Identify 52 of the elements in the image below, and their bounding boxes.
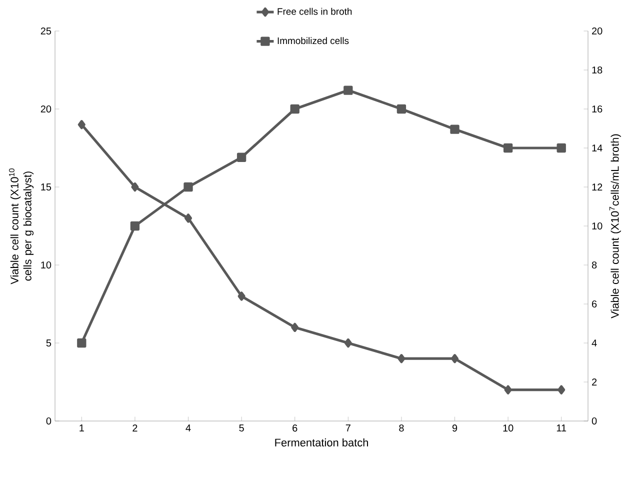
point: [290, 104, 300, 114]
point: [451, 354, 459, 364]
y-tick-label: 0: [46, 417, 52, 425]
y2-tick-label: 20: [592, 27, 602, 35]
x-tick-label: 6: [292, 424, 298, 432]
point: [77, 338, 86, 348]
y-tick-label: 5: [46, 340, 52, 346]
x-tick-label: 5: [239, 424, 244, 432]
point: [78, 120, 86, 130]
point: [556, 143, 566, 153]
y-axis-title: Viable cell count (X10$^{10}$ cells per g biocatalyst): [9, 168, 34, 284]
point: [344, 338, 352, 348]
point: [291, 322, 299, 332]
point: [504, 385, 512, 394]
point: [344, 86, 353, 95]
legend-label: Immobilized cells: [278, 37, 349, 44]
y2-tick-label: 12: [592, 184, 602, 190]
point: [238, 292, 246, 301]
x-axis-title: Fermentation batch: [275, 438, 368, 446]
y-tick-label: 15: [41, 184, 52, 190]
y2-tick-label: 16: [592, 105, 602, 113]
point: [398, 354, 406, 364]
point: [558, 385, 566, 394]
y2-axis-title: Viable cell count (X10$^{7}$cells/mL broth): [609, 134, 621, 318]
point: [396, 104, 406, 114]
x-tick-label: 4: [186, 424, 191, 432]
point: [450, 124, 460, 134]
y-tick-label: 20: [40, 105, 52, 113]
x-tick-label: 2: [132, 424, 138, 432]
x-tick-label: 10: [503, 424, 514, 432]
y2-tick-label: 10: [592, 222, 602, 230]
y2-tick-label: 14: [592, 144, 602, 152]
x-tick-label: 7: [346, 424, 350, 432]
point: [131, 182, 139, 192]
y2-tick-label: 4: [592, 340, 597, 346]
y2-tick-label: 6: [592, 300, 597, 308]
x-tick-label: 8: [399, 424, 404, 432]
x-tick-label: 9: [452, 424, 458, 432]
y-tick-label: 10: [41, 261, 52, 269]
point: [184, 182, 193, 192]
point: [236, 152, 246, 162]
y-tick-label: 25: [40, 27, 52, 35]
y2-tick-label: 8: [592, 261, 597, 269]
x-tick-label: 1: [80, 424, 84, 432]
point: [184, 214, 192, 223]
y2-tick-label: 0: [592, 417, 597, 425]
point: [130, 221, 140, 231]
point: [503, 143, 513, 153]
legend-label: Free cells in broth: [278, 8, 352, 15]
y2-tick-label: 2: [592, 378, 597, 386]
y2-tick-label: 18: [592, 66, 602, 74]
x-tick-label: 11: [556, 424, 566, 432]
